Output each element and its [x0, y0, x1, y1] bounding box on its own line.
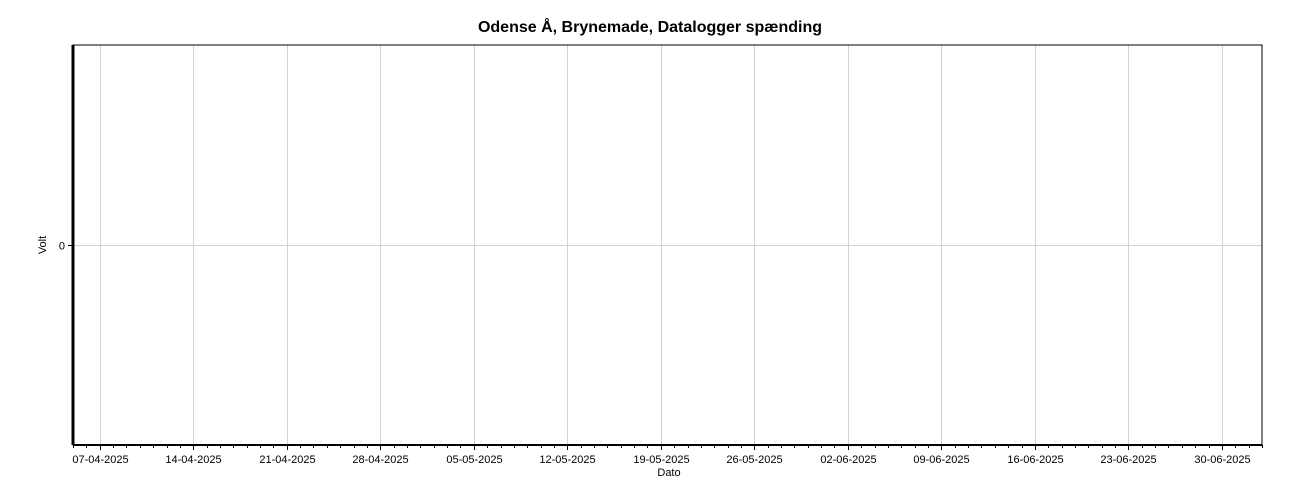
x-tick-label: 07-04-2025 — [72, 454, 128, 466]
tick-layer — [68, 245, 1263, 450]
x-tick-label: 12-05-2025 — [539, 454, 595, 466]
x-tick-label: 19-05-2025 — [633, 454, 689, 466]
x-tick-label: 09-06-2025 — [913, 454, 969, 466]
x-tick-label: 14-04-2025 — [165, 454, 221, 466]
x-tick-label: 30-06-2025 — [1194, 454, 1250, 466]
x-tick-label: 02-06-2025 — [820, 454, 876, 466]
y-tick-label: 0 — [59, 241, 65, 253]
x-tick-label: 23-06-2025 — [1100, 454, 1156, 466]
label-layer: 07-04-2025 14-04-2025 21-04-2025 28-04-2025… — [59, 241, 1251, 467]
x-tick-label: 28-04-2025 — [352, 454, 408, 466]
grid-layer — [73, 45, 1262, 445]
x-tick-label: 05-05-2025 — [446, 454, 502, 466]
x-axis-label: Dato — [657, 467, 681, 479]
chart-title: Odense Å, Brynemade, Datalogger spænding — [477, 19, 823, 36]
x-tick-label: 21-04-2025 — [259, 454, 315, 466]
x-tick-label: 26-05-2025 — [726, 454, 782, 466]
x-tick-label: 16-06-2025 — [1007, 454, 1063, 466]
